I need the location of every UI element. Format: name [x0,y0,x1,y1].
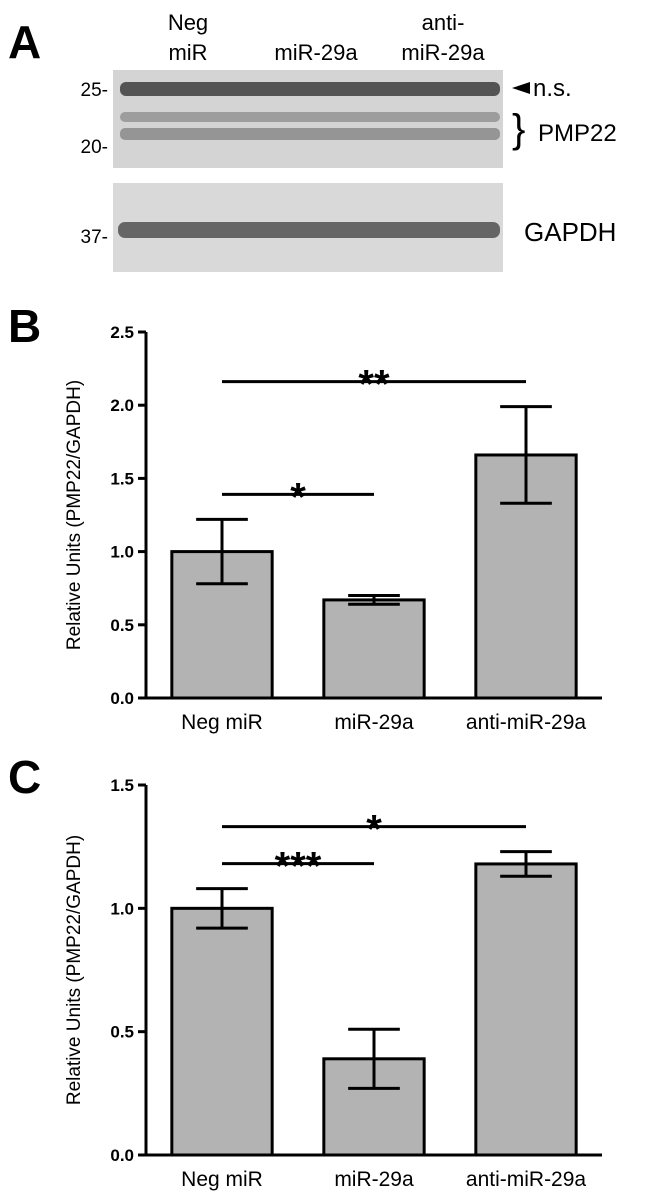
error-bar [348,594,400,606]
error-bar [500,405,552,505]
band-pmp22 [120,128,500,140]
x-tick-label: Neg miR [181,1168,263,1191]
marker-label: 20- [81,137,108,158]
x-tick-label: anti-miR-29a [466,711,587,734]
error-bar [196,517,248,586]
y-axis-title: Relative Units (PMP22/GAPDH) [64,380,85,650]
lane-label: Neg [168,10,208,35]
y-tick-label: 2.0 [110,396,134,415]
lane-label: miR [168,40,207,65]
error-bar [348,1027,400,1090]
x-tick-label: miR-29a [334,711,414,734]
lane-label: miR-29a [274,40,358,65]
y-tick-label: 0.0 [110,689,134,708]
y-tick-label: 1.0 [110,543,134,562]
ns-label: n.s. [533,75,572,102]
y-tick-label: 1.5 [110,469,134,488]
significance-label: ** [358,363,390,407]
bar [474,862,578,1157]
arrow [512,82,530,94]
y-tick-label: 0.5 [110,1023,134,1042]
significance-label: * [366,808,382,852]
brace: } [512,107,525,151]
control-label: GAPDH [524,217,616,247]
x-tick-label: Neg miR [181,711,263,734]
band-ns [120,82,500,96]
target-label: PMP22 [538,120,617,147]
error-bar [500,850,552,878]
y-tick-label: 1.0 [110,899,134,918]
marker-label: 37- [81,227,108,248]
x-tick-label: anti-miR-29a [466,1168,587,1191]
significance-label: * [290,475,306,519]
y-tick-label: 0.5 [110,616,134,635]
bar [322,598,426,700]
panel-label: B [8,300,41,352]
x-tick-label: miR-29a [334,1168,414,1191]
significance-label: *** [275,845,322,889]
band-gapdh [118,222,500,238]
panel-label: C [8,751,41,803]
bar [170,906,274,1157]
band-pmp22 [120,112,500,122]
bar [170,550,274,700]
lane-label: anti- [422,10,465,35]
lane-label: miR-29a [401,40,485,65]
y-tick-label: 2.5 [110,323,134,342]
error-bar [196,887,248,930]
marker-label: 25- [81,80,108,101]
y-tick-label: 1.5 [110,776,134,795]
y-axis-title: Relative Units (PMP22/GAPDH) [64,835,85,1105]
panel-label: A [8,16,41,68]
y-tick-label: 0.0 [110,1146,134,1165]
